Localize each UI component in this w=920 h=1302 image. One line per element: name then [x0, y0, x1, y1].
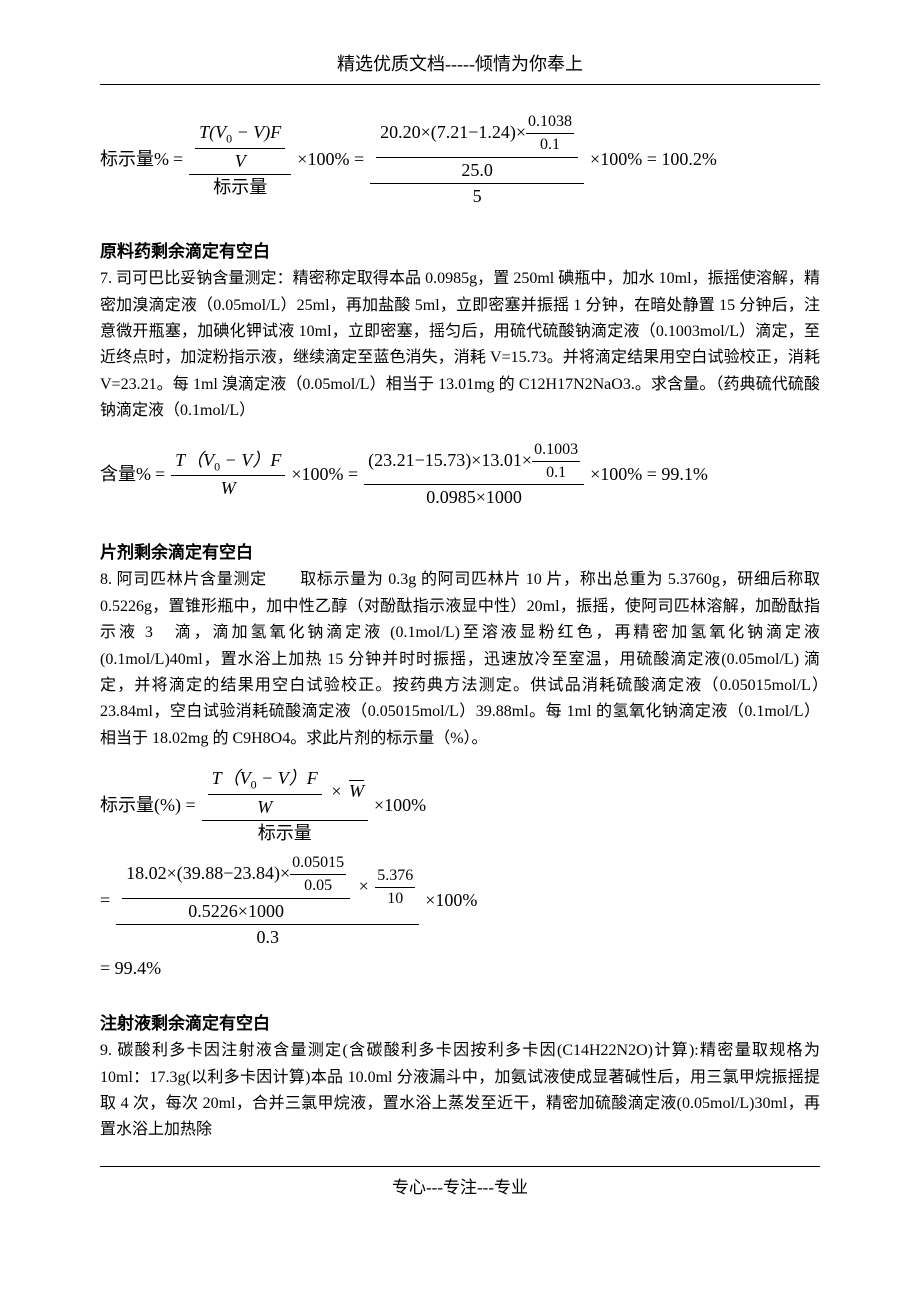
- f3-l2-x: ×: [357, 876, 371, 896]
- f1-sf-den: 0.1: [538, 134, 562, 156]
- f3-l2-den: 0.3: [252, 925, 283, 950]
- page-header: 精选优质文档-----倾情为你奉上: [100, 50, 820, 76]
- f1-num-top-a: T(V: [199, 122, 226, 142]
- f3-l2-sf2d: 10: [385, 888, 405, 910]
- section7-title: 原料药剩余滴定有空白: [100, 237, 820, 262]
- f2-den: W: [217, 476, 240, 501]
- f1-mid-den: 5: [469, 184, 486, 209]
- f3-l1-tail: ×100%: [374, 793, 426, 818]
- f2-rhs-den: 0.0985×1000: [422, 485, 526, 510]
- f3-l3: = 99.4%: [100, 956, 161, 981]
- f1-lhs: 标示量%: [100, 147, 169, 172]
- f2-sf-num: 0.1003: [532, 439, 580, 462]
- f2-sf-den: 0.1: [544, 462, 568, 484]
- f1-times1: ×100% =: [297, 147, 364, 172]
- f2-num-a: T（V: [175, 450, 214, 470]
- f3-l2-sf1n: 0.05015: [290, 852, 346, 875]
- section9-title: 注射液剩余滴定有空白: [100, 1009, 820, 1034]
- f2-result: ×100% = 99.1%: [590, 462, 708, 487]
- f3-l1-b: − V）F: [257, 768, 318, 788]
- formula-2: 含量% = T（V0 − V）F W ×100% = (23.21−15.73)…: [100, 439, 820, 511]
- f3-l2-prefix: 18.02×(39.88−23.84)×: [126, 863, 290, 883]
- f2-times: ×100% =: [291, 462, 358, 487]
- section8-body: 8. 阿司匹林片含量测定 取标示量为 0.3g 的阿司匹林片 10 片，称出总重…: [100, 567, 820, 752]
- section7-body: 7. 司可巴比妥钠含量测定：精密称定取得本品 0.0985g，置 250ml 碘…: [100, 266, 820, 424]
- f3-l2-sf2n: 5.376: [375, 865, 415, 888]
- formula-1: 标示量% = T(V0 − V)F V 标示量 ×100% =: [100, 111, 820, 209]
- f3-l2-eq: =: [100, 888, 110, 913]
- f3-l1-bot: W: [253, 795, 276, 820]
- f2-rhs-prefix: (23.21−15.73)×13.01×: [368, 450, 532, 470]
- header-divider: [100, 84, 820, 85]
- f1-mid-prefix: 20.20×(7.21−1.24)×: [380, 122, 526, 142]
- f1-mid-bot: 25.0: [457, 158, 497, 183]
- f1-result: ×100% = 100.2%: [590, 147, 717, 172]
- f3-l2-bot: 0.5226×1000: [184, 899, 288, 924]
- footer-divider: [100, 1166, 820, 1167]
- f3-l2-tail: ×100%: [425, 888, 477, 913]
- f2-lhs: 含量%: [100, 462, 151, 487]
- f1-num-bot: V: [231, 149, 250, 174]
- f3-l1-den: 标示量: [254, 821, 316, 846]
- f3-l2-sf1d: 0.05: [302, 875, 334, 897]
- f3-l1-a: T（V: [212, 768, 251, 788]
- section9-body: 9. 碳酸利多卡因注射液含量测定(含碳酸利多卡因按利多卡因(C14H22N2O)…: [100, 1038, 820, 1144]
- section8-title: 片剂剩余滴定有空白: [100, 538, 820, 563]
- f1-den: 标示量: [209, 175, 271, 200]
- formula-3: 标示量(%) = T（V0 − V）F W × W 标示量 ×100% =: [100, 766, 820, 981]
- page-footer: 专心---专注---专业: [100, 1173, 820, 1198]
- f2-num-b: − V）F: [220, 450, 281, 470]
- f1-num-top-b: − V)F: [232, 122, 281, 142]
- f1-sf-num: 0.1038: [526, 111, 574, 134]
- f3-lhs: 标示量(%) =: [100, 793, 196, 818]
